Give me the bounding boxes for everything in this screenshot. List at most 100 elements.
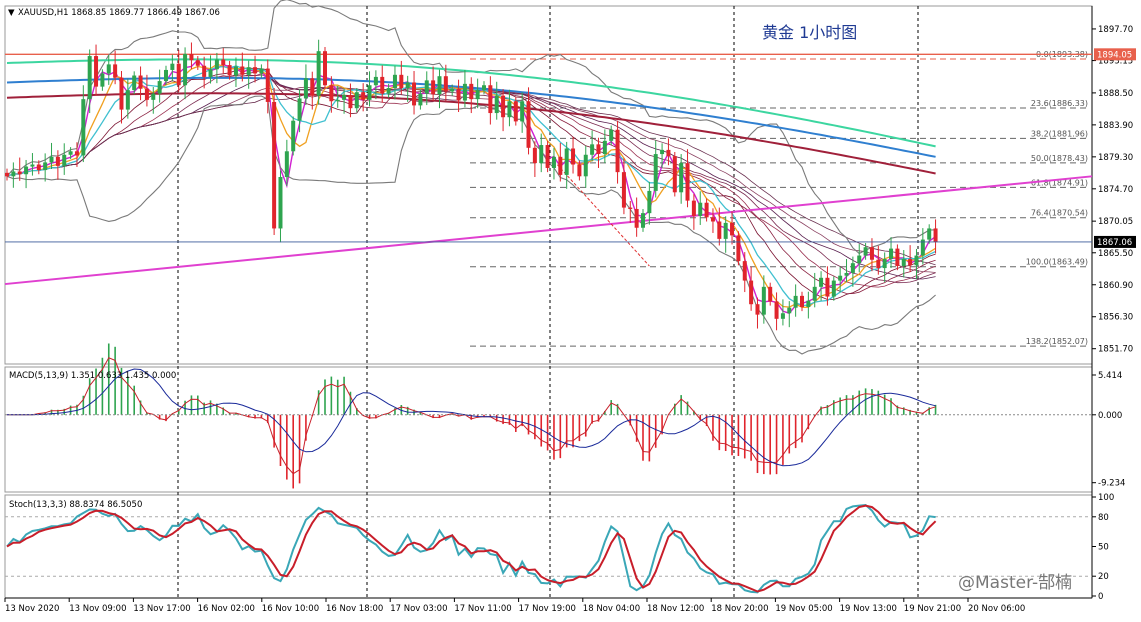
candle-body — [335, 99, 340, 102]
candle-body — [755, 304, 760, 315]
candle-body — [920, 239, 925, 256]
candle-body — [11, 171, 16, 177]
candle-body — [647, 190, 652, 214]
candle-body — [717, 221, 722, 239]
stoch-tick-label: 0 — [1098, 592, 1103, 602]
candle-body — [749, 280, 754, 305]
candle-body — [736, 235, 741, 262]
candle-body — [831, 280, 836, 297]
candle-body — [602, 140, 607, 155]
stoch-k-line — [6, 503, 936, 594]
candle-body — [621, 172, 626, 208]
candle-body — [507, 101, 512, 118]
candle-body — [730, 222, 735, 236]
candle-body — [412, 82, 417, 106]
candle-body — [876, 259, 881, 269]
candle-body — [774, 301, 779, 319]
candle-body — [660, 149, 665, 155]
candle-body — [183, 53, 188, 86]
candle-body — [615, 129, 620, 173]
ma-long-green — [6, 58, 936, 148]
candle-body — [882, 259, 887, 269]
macd-signal-blue — [7, 368, 936, 467]
candle-body — [869, 247, 874, 260]
candle-body — [227, 65, 232, 76]
candle-body — [450, 88, 455, 92]
price-tick-label: 1883.90 — [1098, 121, 1133, 131]
candle-body — [265, 68, 270, 102]
candle-body — [787, 307, 792, 314]
candle-body — [443, 76, 448, 92]
candle-body — [679, 163, 684, 193]
candle-body — [36, 164, 41, 171]
price-tick-label: 1851.70 — [1098, 345, 1133, 355]
candle-body — [297, 98, 302, 121]
candle-body — [482, 85, 486, 91]
price-tick-label: 1874.70 — [1098, 185, 1133, 195]
candle-body — [214, 59, 219, 70]
candle-body — [5, 172, 9, 177]
candle-body — [418, 93, 423, 106]
candle-body — [62, 154, 67, 166]
candle-body — [221, 59, 226, 66]
candle-body — [914, 255, 919, 266]
fib-label-5: 76.4(1870.54) — [1031, 209, 1088, 218]
macd-tick-label: 5.414 — [1098, 371, 1122, 381]
candle-body — [761, 286, 766, 315]
macd-header: MACD(5,13,9) 1.351 0.633 1.435 0.000 — [9, 371, 176, 381]
candle-body — [316, 51, 321, 96]
candle-body — [138, 75, 143, 89]
candle-body — [246, 67, 251, 75]
candle-body — [392, 74, 397, 89]
candle-body — [583, 154, 588, 177]
bollinger-lower — [6, 95, 936, 355]
candle-body — [74, 151, 79, 156]
candle-body — [284, 151, 289, 178]
candle-body — [113, 64, 118, 78]
time-tick-label: 20 Nov 06:00 — [968, 604, 1025, 614]
candle-body — [551, 156, 556, 168]
candle-body — [125, 90, 130, 110]
candle-body — [176, 63, 181, 86]
candle-body — [278, 177, 283, 229]
candle-body — [68, 151, 73, 155]
candle-body — [793, 295, 798, 308]
candle-body — [742, 261, 747, 281]
candle-body — [233, 66, 238, 76]
candle-body — [704, 202, 709, 218]
candle-body — [710, 217, 715, 222]
menu-glyph[interactable]: ▼ — [8, 8, 15, 18]
candle-body — [520, 101, 525, 122]
candle-body — [539, 145, 544, 164]
stoch-d-line — [6, 504, 937, 593]
time-tick-label: 13 Nov 09:00 — [69, 604, 126, 614]
candle-body — [399, 74, 404, 89]
time-tick-label: 18 Nov 20:00 — [711, 604, 768, 614]
price-tick-label: 1879.30 — [1098, 153, 1133, 163]
candle-body — [564, 148, 569, 175]
main-panel-layer: 0.0(1893.38)23.6(1886.33)38.2(1881.96)50… — [4, 0, 1093, 355]
time-tick-label: 13 Nov 2020 — [5, 604, 59, 614]
stoch-tick-label: 100 — [1098, 493, 1114, 503]
current-price-box — [1094, 235, 1136, 248]
candle-body — [526, 101, 531, 148]
candle-body — [609, 129, 614, 141]
candle-body — [119, 77, 124, 110]
candle-body — [303, 78, 308, 99]
candle-body — [43, 162, 48, 171]
candle-body — [405, 82, 410, 89]
candle-body — [628, 207, 633, 209]
candle-body — [685, 163, 690, 201]
ribbon-ma-5 — [6, 86, 936, 273]
macd-panel-layer — [5, 343, 1092, 489]
candle-body — [259, 68, 264, 74]
candle-body — [437, 76, 442, 95]
candle-body — [653, 154, 658, 191]
candle-body — [240, 66, 245, 75]
candle-body — [577, 164, 582, 177]
candle-body — [189, 53, 194, 61]
candle-body — [895, 248, 900, 266]
candle-body — [927, 228, 932, 240]
